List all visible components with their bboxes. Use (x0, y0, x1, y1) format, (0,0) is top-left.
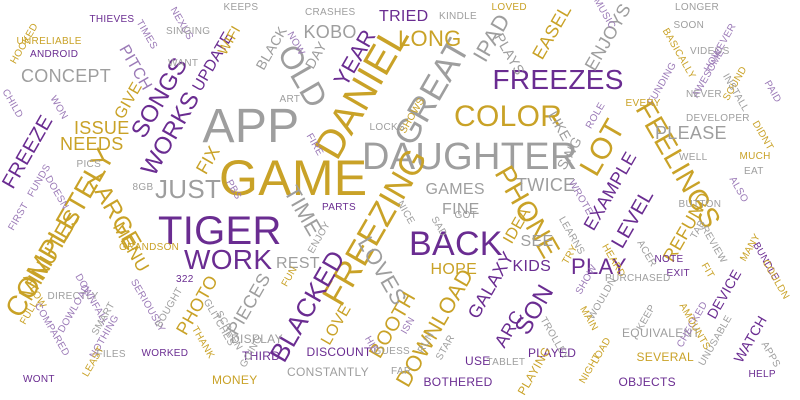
word-twice: TWICE (516, 175, 576, 195)
word-won: WON (47, 94, 70, 122)
word-purchased: PURCHASED (605, 273, 671, 284)
word-use: USE (465, 354, 491, 368)
word-grandson: GRANDSON (119, 242, 180, 253)
word-discount: DISCOUNT (306, 345, 372, 359)
word-wrote: WROTE (565, 178, 595, 218)
word-kids: KIDS (512, 258, 552, 275)
word-constantly: CONSTANTLY (287, 365, 369, 379)
word-art: ART (279, 94, 301, 105)
word-games: GAMES (425, 181, 485, 198)
word-also: ALSO (726, 174, 751, 205)
word-tablet: TABLET (486, 357, 526, 368)
word-kobo: KOBO (303, 22, 357, 42)
word-wifi: WIFI (214, 22, 244, 58)
word-played: PLAYED (528, 346, 577, 360)
word-display: DISPLAY (231, 332, 283, 346)
word-singing: SINGING (166, 26, 211, 37)
word-locks: LOCKS (369, 122, 405, 133)
word-every: EVERY (625, 98, 661, 109)
word-got: GOT (454, 210, 478, 221)
word-easel: EASEL (528, 1, 576, 63)
word-couldn: COULDN (759, 257, 792, 302)
word-guess: GUESS (373, 346, 411, 357)
word-see: SEE (520, 233, 554, 250)
word-money: MONEY (212, 373, 258, 387)
word-equivalent: EQUIVALENT (622, 326, 701, 340)
word-concept: CONCEPT (21, 66, 112, 86)
word-issue: ISSUE (74, 118, 130, 138)
word-daughter: DAUGHTER (362, 136, 578, 178)
word-directly: DIRECTLY (47, 291, 99, 302)
word-much: MUCH (739, 151, 771, 162)
word-worked: WORKED (141, 348, 189, 359)
word-well: WELL (679, 152, 708, 163)
word-child: CHILD (0, 87, 25, 121)
word-needs: NEEDS (60, 134, 124, 154)
word-fine: FINE (442, 201, 480, 218)
word-longer: LONGER (675, 2, 720, 13)
word-loved: LOVED (491, 2, 527, 13)
word-tried: TRIED (379, 8, 429, 25)
word-pics: PICS (76, 159, 102, 170)
word-android: ANDROID (30, 49, 79, 60)
word-times: TIMES (133, 18, 160, 52)
word-bothered: BOTHERED (423, 375, 493, 389)
word-keeps: KEEPS (223, 2, 259, 13)
word-parts: PARTS (322, 202, 356, 213)
word-fit: FIT (698, 261, 717, 281)
word-videos: VIDEOS (690, 46, 730, 57)
word-work: WORK (184, 244, 273, 275)
word-button: BUTTON (678, 199, 722, 210)
word-game: GAME (219, 150, 368, 206)
word-back: BACK (409, 225, 503, 263)
word-least: LEAST (80, 344, 107, 379)
word-first: FIRST (6, 200, 32, 233)
word-soon: SOON (673, 20, 705, 31)
word-thieves: THIEVES (89, 14, 135, 25)
word-color: COLOR (454, 100, 563, 133)
word-322: 322 (176, 274, 194, 285)
word-apps: APPS (758, 339, 783, 370)
word-several: SEVERAL (636, 350, 694, 364)
word-files: FILES (96, 349, 126, 360)
word-love: LOVE (318, 301, 355, 349)
word-never: NEVER (686, 89, 722, 100)
word-eat: EAT (744, 166, 764, 177)
word-help: HELP (748, 369, 776, 380)
word-night: NIGHT (577, 351, 604, 386)
word-tiger: TIGER (158, 209, 282, 253)
word-crashes: CRASHES (305, 7, 356, 18)
word-paid: PAID (761, 78, 784, 105)
word-note: NOTE (654, 254, 684, 265)
word-play: PLAY (571, 254, 627, 279)
word-8gb: 8GB (132, 182, 154, 193)
word-far: FAR (391, 366, 412, 377)
word-objects: OBJECTS (618, 375, 676, 389)
word-developer: DEVELOPER (686, 113, 750, 124)
word-day: DAY (301, 38, 330, 72)
word-rest: REST (276, 255, 320, 272)
word-long: LONG (398, 26, 462, 51)
word-didnt: DIDNT (749, 119, 776, 153)
word-thank: THANK (189, 324, 217, 361)
word-unreliable: UNRELIABLE (16, 36, 82, 47)
word-hope: HOPE (430, 261, 478, 278)
word-kindle: KINDLE (439, 11, 477, 22)
word-exit: EXIT (666, 268, 690, 279)
word-app: APP (202, 100, 300, 153)
word-wont: WONT (23, 374, 55, 385)
word-watch: WATCH (730, 312, 770, 366)
word-freezes: FREEZES (492, 64, 624, 95)
word-want: WANT (168, 58, 199, 69)
word-third: THIRD (242, 349, 281, 363)
word-please: PLEASE (655, 123, 727, 143)
word-just: JUST (155, 174, 222, 204)
